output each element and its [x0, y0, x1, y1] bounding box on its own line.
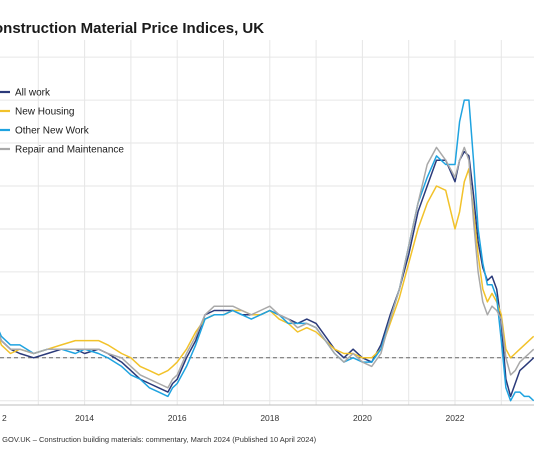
x-axis-ticks: 2 2014 2016 2018 2020 2022 [2, 413, 465, 423]
series-line-1 [0, 168, 534, 376]
legend: All work New Housing Other New Work Repair … [0, 88, 124, 156]
series-line-3 [0, 146, 534, 389]
x-tick-label: 2 [2, 413, 7, 423]
x-tick-label: 2022 [446, 413, 465, 423]
source-note: : GOV.UK – Construction building materia… [0, 435, 317, 444]
legend-label: New Housing [15, 107, 74, 118]
chart-title: onstruction Material Price Indices, UK [0, 20, 265, 37]
legend-label: Repair and Maintenance [15, 145, 124, 156]
series-lines [0, 99, 534, 402]
legend-label: Other New Work [15, 126, 90, 137]
gridlines [0, 40, 534, 406]
legend-label: All work [15, 88, 51, 99]
series-line-0 [0, 150, 534, 398]
x-tick-label: 2018 [260, 413, 279, 423]
x-tick-label: 2016 [168, 413, 187, 423]
x-tick-label: 2014 [75, 413, 94, 423]
x-tick-label: 2020 [353, 413, 372, 423]
